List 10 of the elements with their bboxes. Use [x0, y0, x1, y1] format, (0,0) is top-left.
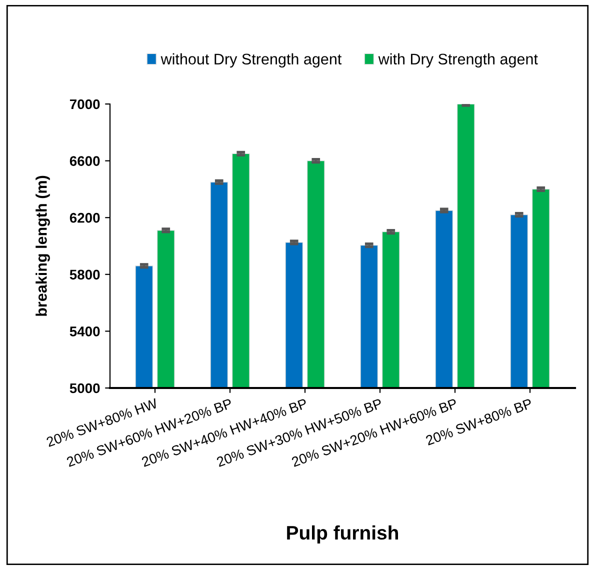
y-tick-label: 6600	[70, 156, 100, 166]
y-tick-label: 5800	[70, 270, 100, 280]
y-tick-label: 5400	[70, 326, 100, 336]
y-tick-label: 6200	[70, 212, 100, 223]
x-axis-title: Pulp furnish	[287, 525, 398, 544]
y-tick-label: 7000	[70, 99, 100, 110]
y-axis-title: breaking length (m)	[36, 176, 50, 316]
legend-label: with Dry Strength agent	[378, 53, 538, 68]
legend-label: without Dry Strength agent	[160, 53, 342, 68]
y-tick-label: 5000	[70, 383, 100, 394]
